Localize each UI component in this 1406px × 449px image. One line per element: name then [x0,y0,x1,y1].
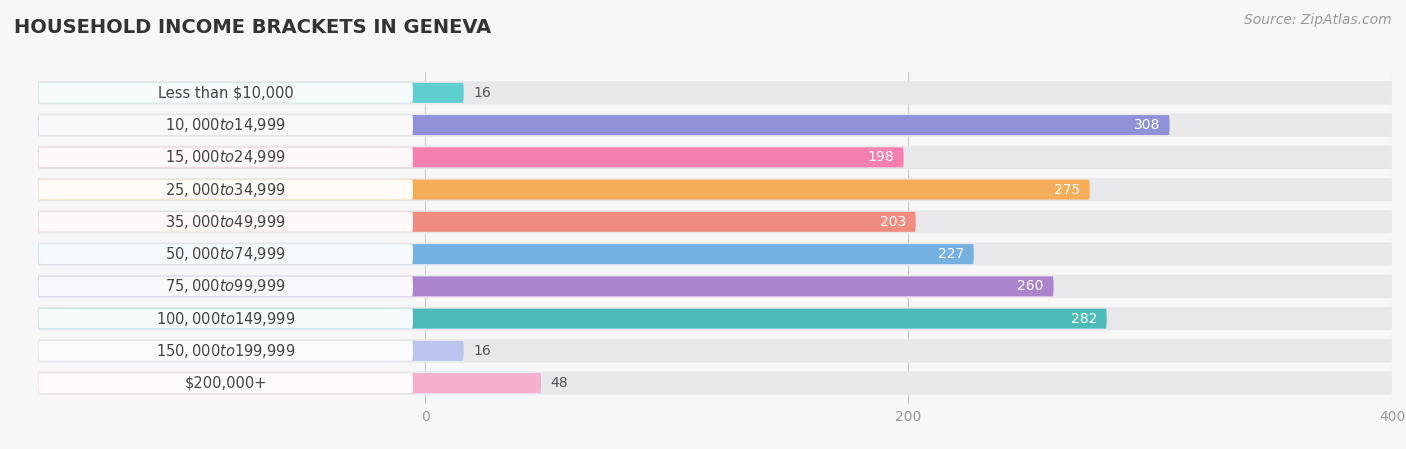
Text: $200,000+: $200,000+ [184,376,267,391]
FancyBboxPatch shape [38,373,541,393]
FancyBboxPatch shape [38,180,1090,200]
Text: $50,000 to $74,999: $50,000 to $74,999 [165,245,285,263]
Text: $10,000 to $14,999: $10,000 to $14,999 [165,116,285,134]
FancyBboxPatch shape [38,83,413,103]
Text: $35,000 to $49,999: $35,000 to $49,999 [165,213,285,231]
Text: 282: 282 [1070,312,1097,326]
Text: 227: 227 [938,247,965,261]
FancyBboxPatch shape [38,83,464,103]
FancyBboxPatch shape [38,115,413,135]
FancyBboxPatch shape [38,244,413,264]
FancyBboxPatch shape [38,180,413,200]
Text: $15,000 to $24,999: $15,000 to $24,999 [165,148,285,166]
FancyBboxPatch shape [38,307,1392,330]
FancyBboxPatch shape [38,276,413,296]
Text: HOUSEHOLD INCOME BRACKETS IN GENEVA: HOUSEHOLD INCOME BRACKETS IN GENEVA [14,18,491,37]
Text: 260: 260 [1018,279,1043,293]
Text: 16: 16 [474,86,491,100]
Text: 48: 48 [551,376,568,390]
FancyBboxPatch shape [38,178,1392,201]
FancyBboxPatch shape [38,276,1053,296]
FancyBboxPatch shape [38,371,1392,395]
FancyBboxPatch shape [38,341,464,361]
FancyBboxPatch shape [38,212,413,232]
Text: 275: 275 [1054,183,1080,197]
FancyBboxPatch shape [38,210,1392,233]
FancyBboxPatch shape [38,244,974,264]
FancyBboxPatch shape [38,308,1107,329]
FancyBboxPatch shape [38,242,1392,266]
FancyBboxPatch shape [38,373,413,393]
Text: $75,000 to $99,999: $75,000 to $99,999 [165,277,285,295]
Text: 203: 203 [880,215,905,229]
FancyBboxPatch shape [38,341,413,361]
FancyBboxPatch shape [38,212,915,232]
Text: 308: 308 [1133,118,1160,132]
Text: Source: ZipAtlas.com: Source: ZipAtlas.com [1244,13,1392,27]
Text: $25,000 to $34,999: $25,000 to $34,999 [165,180,285,198]
Text: $100,000 to $149,999: $100,000 to $149,999 [156,310,295,328]
FancyBboxPatch shape [38,147,413,167]
Text: 16: 16 [474,344,491,358]
FancyBboxPatch shape [38,146,1392,169]
Text: $150,000 to $199,999: $150,000 to $199,999 [156,342,295,360]
FancyBboxPatch shape [38,115,1170,135]
Text: Less than $10,000: Less than $10,000 [157,85,294,100]
FancyBboxPatch shape [38,339,1392,362]
FancyBboxPatch shape [38,275,1392,298]
FancyBboxPatch shape [38,308,413,329]
FancyBboxPatch shape [38,81,1392,105]
FancyBboxPatch shape [38,147,904,167]
Text: 198: 198 [868,150,894,164]
FancyBboxPatch shape [38,114,1392,136]
